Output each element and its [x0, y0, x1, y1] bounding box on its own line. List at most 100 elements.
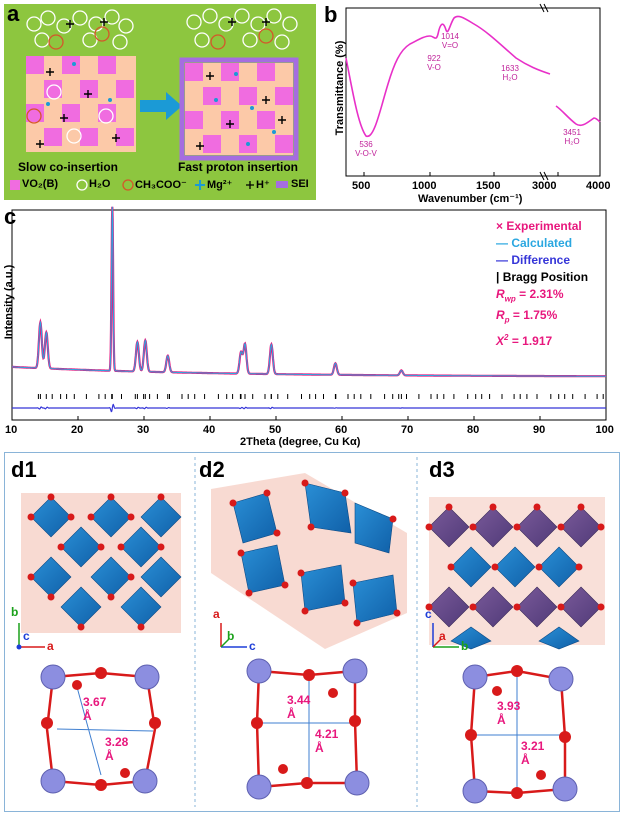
peak-1633: 1633	[501, 64, 519, 73]
left-caption: Slow co-insertion	[18, 160, 119, 174]
h2o-swatch	[76, 179, 88, 191]
panel-a-schematic	[4, 4, 316, 200]
d1-distance-1: 3.67 Å	[83, 695, 107, 723]
acetate-swatch	[122, 179, 134, 191]
legend-mg: Mg²⁺	[207, 179, 233, 191]
d2-structure	[211, 473, 407, 649]
xrd-xtick-label: 50	[269, 424, 282, 436]
bragg-positions	[37, 394, 604, 399]
panel-b-label: b	[324, 2, 338, 27]
mg-swatch	[195, 180, 205, 190]
xrd-xtick-label: 20	[71, 424, 84, 436]
sei-swatch	[276, 181, 288, 188]
vo2-swatch	[10, 180, 20, 190]
xrd-xtick-label: 90	[533, 424, 546, 436]
panel-a-label: a	[7, 1, 20, 26]
peak-1014: 1014	[441, 32, 459, 41]
h-swatch	[246, 181, 254, 189]
panel-c: c Intensity (a.u.) 10 20 30 40 50 60 70 80 90 100…	[0, 204, 623, 448]
xrd-xtick-label: 30	[137, 424, 150, 436]
right-caption: Fast proton insertion	[178, 160, 298, 174]
d2-distance-2: 4.21 Å	[315, 727, 339, 755]
d2-distance-1: 3.44 Å	[287, 693, 311, 721]
difference-trace	[12, 403, 606, 413]
axis-break-marks	[539, 3, 549, 181]
xrd-ylabel: Intensity (a.u.)	[3, 264, 15, 340]
d2-axis-b: b	[227, 629, 235, 643]
d3-distance-1: 3.93 Å	[497, 699, 521, 727]
ftir-line-right	[555, 105, 601, 127]
panel-d: d1 d2 d3 b c a a b c c a b 3.67 Å 3.28 Å…	[4, 452, 620, 812]
d2-axes	[220, 623, 247, 648]
d1-unit-cell	[40, 664, 161, 794]
d3-distance-2: 3.21 Å	[521, 739, 545, 767]
d3-axis-b: b	[461, 639, 469, 653]
transition-arrow	[140, 92, 182, 120]
d1-structure	[21, 493, 182, 633]
legend-difference: — Difference	[496, 253, 571, 267]
d1-axes	[16, 623, 45, 650]
d1-axis-c: c	[23, 629, 30, 643]
x-ticks	[363, 172, 601, 176]
d2-axis-a: a	[213, 607, 220, 621]
panel-b: b Transmittance (%) 500 1000 1500 2000 3…	[318, 0, 623, 205]
xrd-x-ticks	[11, 416, 607, 420]
legend-sei: SEI	[291, 178, 309, 190]
d3-label: d3	[429, 457, 455, 482]
d1-distance-2: 3.28 Å	[105, 735, 129, 763]
d3-axis-a: a	[439, 629, 446, 643]
legend-vo2: VO₂(B)	[22, 178, 59, 190]
peak-922: 922	[427, 54, 441, 63]
ftir-chart	[345, 3, 601, 181]
d1-label: d1	[11, 457, 37, 482]
left-lattice	[26, 9, 136, 152]
crystal-structures	[16, 457, 605, 807]
d3-axis-c: c	[425, 607, 432, 621]
right-lattice	[179, 8, 299, 161]
peak-536: 536	[359, 140, 373, 149]
peak-1014-assign: V=O	[441, 41, 459, 50]
xrd-xtick-label: 100	[595, 424, 614, 436]
xrd-chart	[11, 206, 607, 421]
xrd-xtick-label: 60	[335, 424, 348, 436]
xrd-xlabel: 2Theta (degree, Cu Kα)	[240, 436, 361, 448]
xtick-1500: 1500	[476, 180, 501, 192]
panel-d-dividers	[194, 457, 418, 807]
legend-bragg: | Bragg Position	[496, 270, 589, 284]
d1-axis-b: b	[11, 605, 19, 619]
stat-rwp: Rwp = 2.31%	[496, 287, 564, 304]
xtick-3000: 3000	[532, 180, 557, 192]
xtick-4000: 4000	[586, 180, 611, 192]
calculated-trace	[12, 206, 606, 377]
xrd-xtick-label: 10	[5, 424, 18, 436]
d1-axis-a: a	[47, 639, 54, 653]
panel-a: a Slow co-insertion Fast proton insertio…	[4, 1, 316, 200]
panel-a-legend-symbols	[10, 179, 288, 191]
peak-1633-assign: H₂O	[502, 73, 518, 82]
legend-h: H⁺	[256, 179, 270, 191]
peak-3451-assign: H₂O	[564, 137, 580, 146]
xrd-legend: × Experimental — Calculated — Difference…	[496, 218, 588, 350]
ftir-frame	[345, 7, 601, 177]
stat-rp: Rp = 1.75%	[496, 308, 558, 325]
legend-calculated: — Calculated	[496, 236, 573, 250]
xrd-xtick-label: 40	[203, 424, 216, 436]
ftir-ylabel: Transmittance (%)	[334, 40, 346, 136]
xtick-1000: 1000	[412, 180, 437, 192]
d3-unit-cell	[462, 664, 578, 804]
d2-axis-c: c	[249, 639, 256, 653]
ftir-xlabel: Wavenumber (cm⁻¹)	[418, 193, 523, 205]
peak-922-assign: V-O	[427, 63, 441, 72]
ftir-line-left	[345, 15, 551, 137]
peak-3451: 3451	[563, 128, 581, 137]
legend-h2o: H₂O	[89, 178, 111, 190]
xrd-xtick-label: 80	[467, 424, 480, 436]
legend-acetate: CH₃COO⁻	[135, 179, 187, 191]
xrd-frame	[11, 209, 607, 421]
d2-unit-cell	[246, 658, 370, 800]
stat-chi2: X2 = 1.917	[496, 332, 553, 348]
peak-536-assign: V-O-V	[355, 149, 377, 158]
d2-label: d2	[199, 457, 225, 482]
legend-experimental: × Experimental	[496, 219, 582, 233]
d3-axes	[432, 623, 459, 648]
